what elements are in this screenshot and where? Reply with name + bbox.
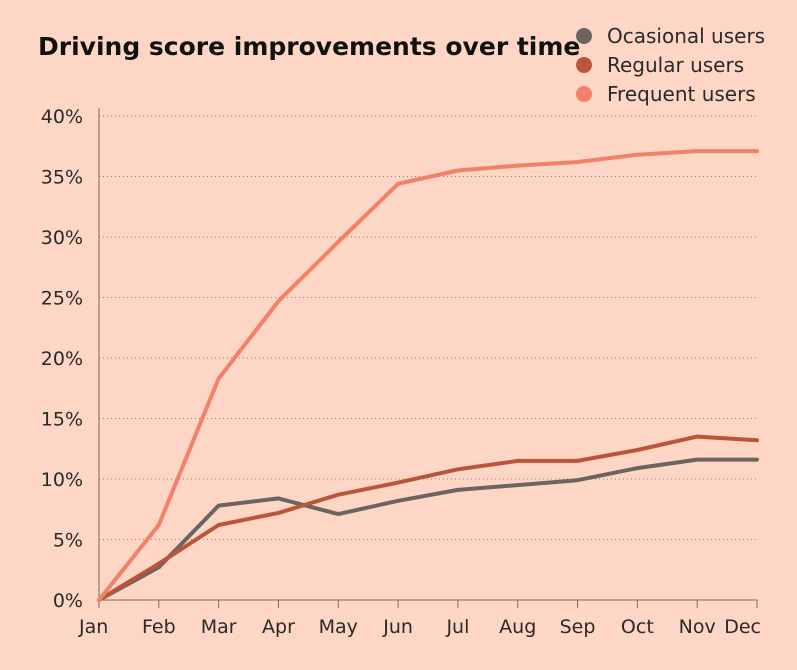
chart-title: Driving score improvements over time (38, 32, 580, 61)
legend-marker (576, 28, 592, 44)
x-tick-label: May (319, 616, 358, 638)
x-tick-label: Jun (382, 616, 413, 638)
series-line-3 (97, 149, 759, 602)
y-tick-label: 25% (41, 288, 83, 310)
y-tick-label: 40% (41, 106, 83, 128)
y-tick-label: 35% (41, 167, 83, 189)
x-tick-label: Dec (724, 616, 761, 638)
legend-marker (576, 86, 592, 102)
y-tick-label: 5% (53, 530, 83, 552)
x-tick-label: Feb (142, 616, 176, 638)
axes (98, 108, 757, 601)
x-tick-label: Oct (621, 616, 654, 638)
series-lines (97, 149, 759, 602)
legend: Ocasional users Regular users Frequent use… (576, 24, 765, 106)
x-tick-label: Mar (201, 616, 237, 638)
y-tick-label: 0% (53, 590, 83, 612)
series-line-2 (97, 434, 759, 602)
x-tick-label: Nov (679, 616, 716, 638)
y-tick-label: 15% (41, 409, 83, 431)
legend-label: Regular users (607, 53, 744, 77)
x-tick-label: Jul (445, 616, 469, 638)
legend-marker (576, 57, 592, 73)
x-axis-ticks: Jan Feb Mar Apr May Jun Jul Aug Sep Oct Nov Dec (78, 600, 761, 638)
legend-label: Frequent users (607, 82, 756, 106)
y-axis-ticks: 0% 5% 10% 15% 20% 25% 30% 35% 40% (41, 106, 83, 612)
x-tick-label: Sep (560, 616, 596, 638)
series-line-1 (97, 457, 759, 602)
y-tick-label: 30% (41, 227, 83, 249)
y-tick-label: 10% (41, 469, 83, 491)
x-tick-label: Apr (262, 616, 295, 638)
legend-label: Ocasional users (607, 24, 765, 48)
x-tick-label: Jan (78, 616, 108, 638)
x-tick-label: Aug (499, 616, 536, 638)
y-tick-label: 20% (41, 348, 83, 370)
